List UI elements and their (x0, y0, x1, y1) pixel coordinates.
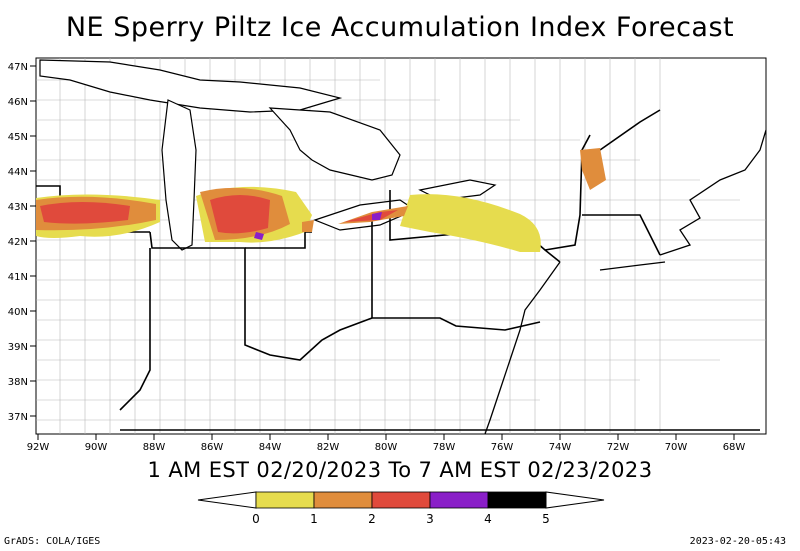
legend-label: 2 (368, 512, 376, 526)
legend-label: 0 (252, 512, 260, 526)
lat-label: 41N (8, 272, 28, 283)
lon-label: 86W (201, 442, 224, 453)
lon-label: 80W (375, 442, 398, 453)
lat-label: 37N (8, 412, 28, 423)
lon-label: 82W (317, 442, 340, 453)
lon-label: 74W (549, 442, 572, 453)
lon-label: 88W (143, 442, 166, 453)
legend-label: 3 (426, 512, 434, 526)
lon-label: 90W (85, 442, 108, 453)
legend-right-arrow (545, 491, 605, 509)
lon-labels: 92W 90W 88W 86W 84W 82W 80W 78W 76W 74W … (27, 442, 746, 453)
legend-label: 5 (542, 512, 550, 526)
coastline (484, 129, 767, 435)
timestamp: 2023-02-20-05:43 (689, 536, 786, 547)
legend-swatch (487, 491, 547, 509)
lat-ticks (30, 65, 36, 417)
lat-label: 46N (8, 97, 28, 108)
lat-label: 42N (8, 237, 28, 248)
legend-label: 1 (310, 512, 318, 526)
credit-text: GrADS: COLA/IGES (4, 536, 101, 547)
lon-label: 76W (491, 442, 514, 453)
lat-label: 40N (8, 307, 28, 318)
lon-label: 72W (607, 442, 630, 453)
lat-label: 45N (8, 132, 28, 143)
ice-index-contours (36, 148, 606, 252)
map-title: NE Sperry Piltz Ice Accumulation Index F… (65, 12, 735, 43)
legend-labels: 0 1 2 3 4 5 (252, 512, 550, 526)
lon-label: 92W (27, 442, 50, 453)
lat-label: 44N (8, 167, 28, 178)
lon-ticks (37, 434, 735, 440)
legend-swatches (255, 491, 547, 509)
forecast-period: 1 AM EST 02/20/2023 To 7 AM EST 02/23/20… (147, 458, 653, 482)
map-frame (35, 57, 767, 435)
legend-swatch (429, 491, 489, 509)
legend-swatch (313, 491, 373, 509)
lat-labels: 47N 46N 45N 44N 43N 42N 41N 40N 39N 38N … (8, 62, 28, 423)
lon-label: 78W (433, 442, 456, 453)
lat-label: 38N (8, 377, 28, 388)
lat-label: 47N (8, 62, 28, 73)
lon-label: 70W (665, 442, 688, 453)
legend-left-arrow (197, 491, 257, 509)
lon-label: 68W (723, 442, 746, 453)
legend-swatch (371, 491, 431, 509)
lat-label: 43N (8, 202, 28, 213)
legend-label: 4 (484, 512, 492, 526)
legend-swatch (255, 491, 315, 509)
color-legend: 0 1 2 3 4 5 (197, 491, 605, 526)
lon-label: 84W (259, 442, 282, 453)
lat-label: 39N (8, 342, 28, 353)
